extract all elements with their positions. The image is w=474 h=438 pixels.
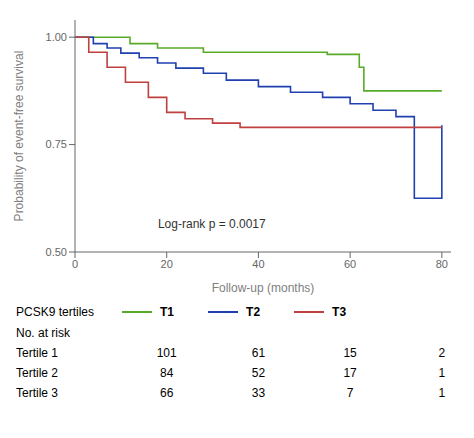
svg-text:Follow-up (months): Follow-up (months) <box>212 281 315 295</box>
html-text:T2: T2 <box>246 305 261 319</box>
html-text:1: 1 <box>438 386 446 400</box>
svg-text:60: 60 <box>344 258 356 270</box>
html-text:Tertile 1: Tertile 1 <box>16 346 58 360</box>
html-text:No. at risk: No. at risk <box>16 326 70 340</box>
svg-text:Log-rank p = 0.0017: Log-rank p = 0.0017 <box>158 217 266 231</box>
html-text:7: 7 <box>346 386 354 400</box>
html-text:52: 52 <box>251 366 266 380</box>
html-text:66: 66 <box>160 386 174 400</box>
html-text:1: 1 <box>438 366 446 380</box>
svg-text:0.75: 0.75 <box>46 138 67 150</box>
html-text:Tertile 3: Tertile 3 <box>16 386 58 400</box>
svg-text:Probability of event-free surv: Probability of event-free survival <box>12 51 26 222</box>
html-text:17: 17 <box>343 366 357 380</box>
svg-text:20: 20 <box>161 258 173 270</box>
html-text:2: 2 <box>438 346 446 360</box>
html-text:84: 84 <box>160 366 174 380</box>
svg-text:1.00: 1.00 <box>46 31 67 43</box>
html-text:15: 15 <box>343 346 357 360</box>
html-text:T3: T3 <box>332 305 347 319</box>
html-text:61: 61 <box>251 346 266 360</box>
html-text:PCSK9 tertiles: PCSK9 tertiles <box>16 305 94 319</box>
svg-text:0: 0 <box>72 258 78 270</box>
svg-text:80: 80 <box>436 258 448 270</box>
html-text:33: 33 <box>251 386 266 400</box>
svg-text:0.50: 0.50 <box>46 246 67 258</box>
html-text:101: 101 <box>156 346 177 360</box>
html-text:Tertile 2: Tertile 2 <box>16 366 58 380</box>
svg-text:40: 40 <box>252 258 264 270</box>
html-text:T1: T1 <box>160 305 174 319</box>
